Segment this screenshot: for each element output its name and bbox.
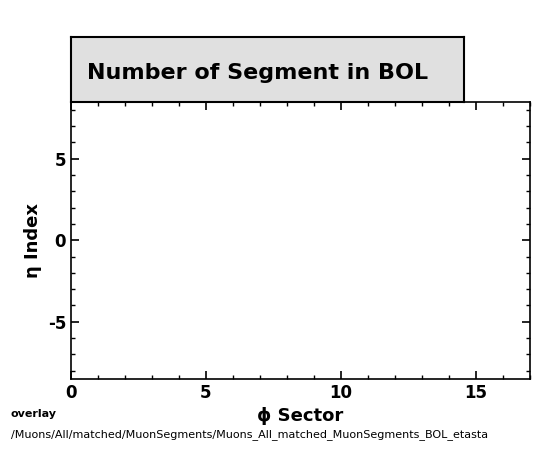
Text: /Muons/All/matched/MuonSegments/Muons_All_matched_MuonSegments_BOL_etasta: /Muons/All/matched/MuonSegments/Muons_Al…	[11, 429, 488, 440]
Text: Number of Segment in BOL: Number of Segment in BOL	[87, 62, 428, 83]
Text: overlay: overlay	[11, 409, 57, 419]
X-axis label: ϕ Sector: ϕ Sector	[257, 407, 343, 425]
Y-axis label: η Index: η Index	[24, 203, 42, 278]
